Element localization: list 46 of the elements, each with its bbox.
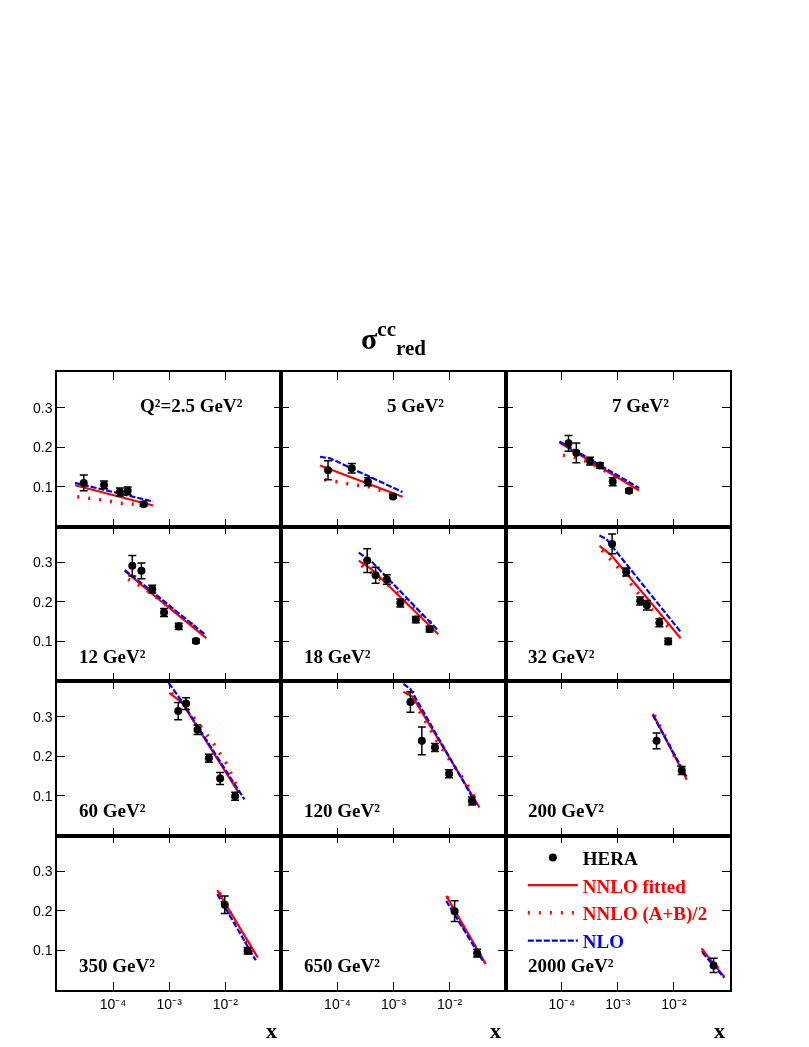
point xyxy=(564,439,573,448)
y-tick-label: 0.2 xyxy=(32,902,53,919)
x-axis-title: x xyxy=(714,1018,725,1043)
annotation: 32 GeV² xyxy=(528,646,595,667)
x-axis-title: x xyxy=(266,1018,277,1043)
annotation: 60 GeV² xyxy=(79,800,146,821)
annotation: 12 GeV² xyxy=(79,646,146,667)
y-tick-label: 0.2 xyxy=(32,439,53,456)
legend-label: HERA xyxy=(582,847,639,869)
y-tick-label: 0.3 xyxy=(32,554,53,571)
annotation: 120 GeV² xyxy=(304,800,381,821)
y-tick-label: 0.1 xyxy=(32,633,53,650)
point xyxy=(371,571,380,580)
x-tick-label: 10⁻² xyxy=(661,995,687,1012)
y-tick-label: 0.2 xyxy=(32,593,53,610)
legend-label: NNLO fitted xyxy=(582,875,687,897)
y-tick-label: 0.3 xyxy=(32,708,53,725)
annotation: Q²=2.5 GeV² xyxy=(140,395,243,416)
annotation: 350 GeV² xyxy=(79,955,156,976)
y-tick-label: 0.1 xyxy=(32,478,53,495)
point xyxy=(572,448,581,457)
x-tick-label: 10⁻⁴ xyxy=(548,995,576,1012)
annotation: 200 GeV² xyxy=(528,800,605,821)
y-tick-label: 0.3 xyxy=(32,863,53,880)
x-tick-label: 10⁻² xyxy=(212,995,239,1012)
annotation: 18 GeV² xyxy=(304,646,371,667)
x-axis-title: x xyxy=(490,1018,501,1043)
annotation: 2000 GeV² xyxy=(528,955,614,976)
x-tick-label: 10⁻³ xyxy=(605,995,631,1012)
point xyxy=(324,466,333,475)
y-tick-label: 0.1 xyxy=(32,787,53,804)
annotation: 650 GeV² xyxy=(304,955,381,976)
annotation: 7 GeV² xyxy=(612,395,670,416)
y-tick-label: 0.1 xyxy=(32,942,53,959)
point xyxy=(417,736,426,745)
legend-label: NNLO (A+B)/2 xyxy=(582,903,708,926)
y-tick-label: 0.3 xyxy=(32,399,53,416)
y-tick-label: 0.2 xyxy=(32,748,53,765)
x-tick-label: 10⁻² xyxy=(436,995,463,1012)
x-tick-label: 10⁻³ xyxy=(156,995,183,1012)
annotation: 5 GeV² xyxy=(387,395,445,416)
x-tick-label: 10⁻³ xyxy=(380,995,407,1012)
x-tick-label: 10⁻⁴ xyxy=(99,995,127,1012)
legend-label: NLO xyxy=(582,930,625,952)
x-tick-label: 10⁻⁴ xyxy=(324,995,351,1012)
point xyxy=(137,566,146,575)
